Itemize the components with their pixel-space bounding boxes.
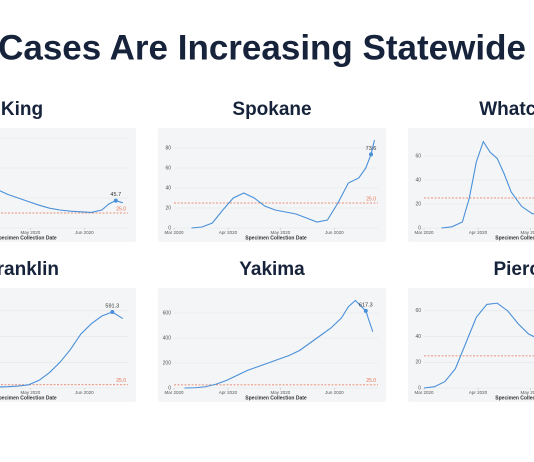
y-tick-label: 60 xyxy=(165,165,171,171)
x-axis-label: Specimen Collection Date xyxy=(495,235,534,241)
threshold-label: 25.0 xyxy=(116,378,126,384)
highlight-label: 591.3 xyxy=(105,303,119,309)
data-line xyxy=(0,190,123,213)
y-tick-label: 20 xyxy=(165,205,171,211)
highlight-point xyxy=(363,308,368,313)
x-axis-label: Specimen Collection Date xyxy=(0,395,57,401)
highlight-label: 45.7 xyxy=(110,192,121,198)
panel-background xyxy=(0,128,136,242)
threshold-label: 25.0 xyxy=(366,378,376,384)
y-tick-label: 80 xyxy=(165,145,171,151)
x-axis-label: Specimen Collection Date xyxy=(495,395,534,401)
highlight-point xyxy=(110,309,115,314)
highlight-label: 617.3 xyxy=(359,302,373,308)
panel-title: Yakima xyxy=(239,259,305,280)
data-line xyxy=(191,139,376,229)
highlight-label: 73.6 xyxy=(366,146,377,152)
x-axis-label: Specimen Collection Date xyxy=(245,395,307,401)
threshold-label: 25.0 xyxy=(116,206,126,212)
x-tick-label: Apr 2020 xyxy=(219,230,238,235)
panel-background xyxy=(158,128,386,242)
highlight-point xyxy=(113,198,118,203)
x-axis-label: Specimen Collection Date xyxy=(245,235,307,241)
x-tick-label: May 2020 xyxy=(270,390,290,395)
x-tick-label: May 2020 xyxy=(20,390,40,395)
x-tick-label: Mar 2020 xyxy=(414,390,434,395)
data-line xyxy=(0,311,124,388)
panel-background xyxy=(408,288,534,402)
data-line xyxy=(441,140,534,229)
x-tick-label: Jun 2020 xyxy=(75,390,94,395)
x-tick-label: Jun 2020 xyxy=(325,390,344,395)
highlight-point xyxy=(369,152,374,157)
y-tick-label: 40 xyxy=(165,185,171,191)
panel-title: King xyxy=(1,99,43,120)
x-tick-label: May 2020 xyxy=(520,390,534,395)
x-tick-label: Apr 2020 xyxy=(469,230,488,235)
x-tick-label: Apr 2020 xyxy=(469,390,488,395)
y-tick-label: 20 xyxy=(415,360,421,366)
y-tick-label: 0 xyxy=(168,225,171,231)
x-axis-label: Specimen Collection Date xyxy=(0,235,57,241)
x-tick-label: Jun 2020 xyxy=(325,230,344,235)
panel-background xyxy=(158,288,386,402)
x-tick-label: Jun 2020 xyxy=(75,230,94,235)
panel-title: Franklin xyxy=(0,259,59,280)
data-line xyxy=(184,299,374,389)
y-tick-label: 0 xyxy=(418,385,421,391)
x-tick-label: May 2020 xyxy=(20,230,40,235)
y-tick-label: 60 xyxy=(415,153,421,159)
panel-title: Pierce xyxy=(493,259,534,280)
panel-title: Spokane xyxy=(232,99,311,120)
x-tick-label: Mar 2020 xyxy=(164,390,184,395)
panel-title: Whatcom xyxy=(479,99,534,120)
threshold-label: 25.0 xyxy=(366,196,376,202)
y-tick-label: 400 xyxy=(163,335,172,341)
x-tick-label: Mar 2020 xyxy=(414,230,434,235)
y-tick-label: 20 xyxy=(415,201,421,207)
data-line xyxy=(423,302,534,389)
y-tick-label: 0 xyxy=(418,225,421,231)
x-tick-label: May 2020 xyxy=(270,230,290,235)
y-tick-label: 40 xyxy=(415,177,421,183)
x-tick-label: Mar 2020 xyxy=(164,230,184,235)
panel-background xyxy=(408,128,534,242)
x-tick-label: May 2020 xyxy=(520,230,534,235)
y-tick-label: 200 xyxy=(163,360,172,366)
y-tick-label: 0 xyxy=(168,385,171,391)
x-tick-label: Apr 2020 xyxy=(219,390,238,395)
y-tick-label: 60 xyxy=(415,308,421,314)
page-title: Cases Are Increasing Statewide xyxy=(0,28,526,67)
y-tick-label: 600 xyxy=(163,310,172,316)
y-tick-label: 40 xyxy=(415,334,421,340)
